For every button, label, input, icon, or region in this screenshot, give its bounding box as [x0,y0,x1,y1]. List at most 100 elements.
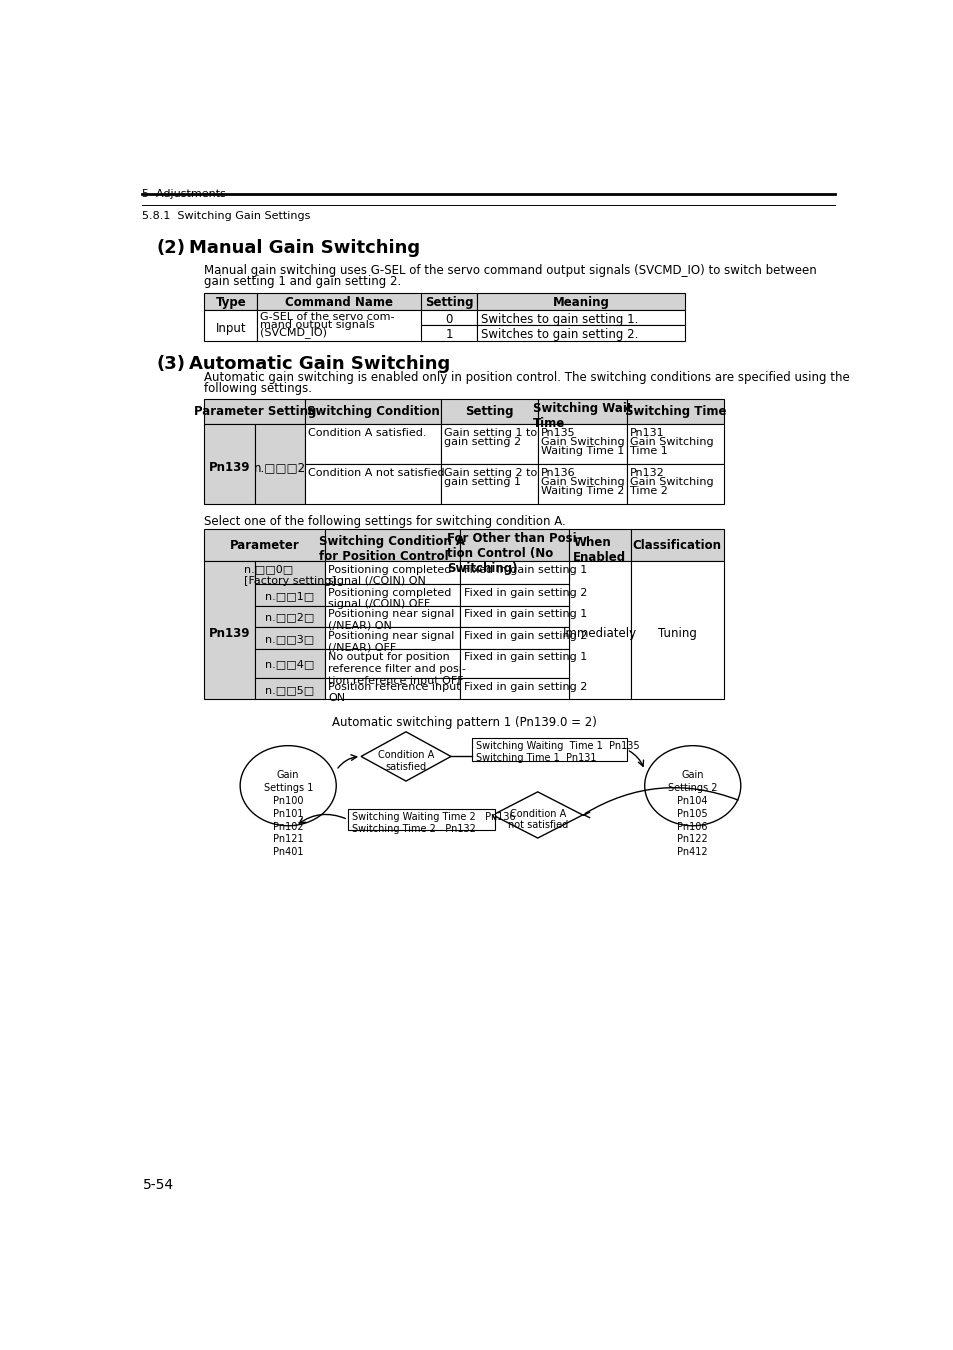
Bar [459,678,568,699]
Bar [476,325,684,340]
Bar [324,678,459,699]
Bar [305,464,440,504]
Text: (3): (3) [156,355,185,373]
Text: Pn135: Pn135 [540,428,575,437]
Text: Switching Waiting  Time 1  Pn135
Switching Time 1  Pn131: Switching Waiting Time 1 Pn135 Switching… [476,741,639,764]
Bar [257,310,421,340]
Text: Fixed in gain setting 2: Fixed in gain setting 2 [464,682,587,691]
Bar [626,464,723,504]
Text: Switches to gain setting 1.: Switches to gain setting 1. [480,313,638,325]
Text: Positioning completed
signal (/COIN) OFF: Positioning completed signal (/COIN) OFF [328,587,452,609]
Polygon shape [360,732,451,782]
Text: Input: Input [215,323,246,335]
Text: n.□□0□
[Factory setting]: n.□□0□ [Factory setting] [244,564,335,586]
Text: Select one of the following settings for switching condition A.: Select one of the following settings for… [204,514,566,528]
Bar [459,560,568,585]
Bar [630,560,723,699]
Bar [257,293,421,310]
Bar [537,464,626,504]
Text: Fixed in gain setting 2: Fixed in gain setting 2 [464,630,587,641]
Bar [254,424,305,504]
Text: Switching Wait
Time: Switching Wait Time [532,402,632,431]
Text: Gain Switching: Gain Switching [629,437,713,447]
Bar [204,560,254,699]
Bar [204,310,257,340]
Text: gain setting 2: gain setting 2 [443,437,520,447]
Text: Waiting Time 1: Waiting Time 1 [540,446,623,456]
Bar [324,560,459,585]
Text: Pn136: Pn136 [540,467,575,478]
Text: gain setting 1 and gain setting 2.: gain setting 1 and gain setting 2. [204,275,401,288]
Bar [459,606,568,628]
Text: (SVCMD_IO): (SVCMD_IO) [260,328,327,339]
Bar [568,528,630,560]
Text: Gain Switching: Gain Switching [540,437,624,447]
Bar [459,648,568,678]
Bar [254,628,324,648]
Bar [421,325,476,340]
Bar [476,310,684,325]
Bar [204,424,254,504]
Bar [254,678,324,699]
Text: 1: 1 [445,328,453,342]
Text: Positioning completed
signal (/COIN) ON: Positioning completed signal (/COIN) ON [328,564,452,586]
Text: Switching Condition: Switching Condition [306,405,439,418]
Text: Tuning: Tuning [658,628,696,640]
Text: Time 1: Time 1 [629,446,667,456]
Bar [459,628,568,648]
Bar [305,400,440,424]
Bar [204,528,324,560]
Text: n.□□3□: n.□□3□ [265,634,314,644]
Text: Parameter Setting: Parameter Setting [193,405,315,418]
Bar [440,400,537,424]
Text: G-SEL of the servo com-: G-SEL of the servo com- [260,312,395,323]
Bar [254,606,324,628]
Text: Automatic Gain Switching: Automatic Gain Switching [189,355,450,373]
Text: Manual gain switching uses G-SEL of the servo command output signals (SVCMD_IO) : Manual gain switching uses G-SEL of the … [204,263,817,277]
Text: Position reference input
ON: Position reference input ON [328,682,460,703]
Text: following settings.: following settings. [204,382,313,396]
Bar [324,585,459,606]
Text: Gain Switching: Gain Switching [629,477,713,487]
Text: (2): (2) [156,239,185,256]
Text: Meaning: Meaning [552,296,609,309]
Text: Pn139: Pn139 [209,460,251,474]
Text: 5.8.1  Switching Gain Settings: 5.8.1 Switching Gain Settings [142,211,311,220]
Bar [568,560,630,699]
Bar [476,293,684,310]
Ellipse shape [644,745,740,826]
Text: Time 2: Time 2 [629,486,667,497]
Text: Condition A
not satisfied: Condition A not satisfied [507,809,567,830]
Text: Condition A
satisfied: Condition A satisfied [377,751,434,772]
Text: Fixed in gain setting 1: Fixed in gain setting 1 [464,609,587,620]
Bar [537,424,626,464]
Text: Fixed in gain setting 1: Fixed in gain setting 1 [464,564,587,575]
Bar [440,464,537,504]
Bar [537,400,626,424]
Text: No output for position
reference filter and posi-
tion reference input OFF: No output for position reference filter … [328,652,466,686]
Text: Pn139: Pn139 [209,628,251,640]
Text: Waiting Time 2: Waiting Time 2 [540,486,623,497]
Text: n.□□5□: n.□□5□ [265,684,314,695]
Bar [324,628,459,648]
Text: Classification: Classification [632,539,721,552]
Text: Switching Time: Switching Time [624,405,725,418]
Bar [254,585,324,606]
Bar [626,400,723,424]
Bar [421,293,476,310]
Text: Parameter: Parameter [230,539,299,552]
Bar [254,648,324,678]
Text: 0: 0 [445,313,453,325]
Text: Gain setting 1 to: Gain setting 1 to [443,428,537,437]
Text: Gain Switching: Gain Switching [540,477,624,487]
Text: Gain setting 2 to: Gain setting 2 to [443,467,537,478]
Bar [348,809,495,830]
Polygon shape [493,792,582,838]
Text: Immediately: Immediately [562,628,637,640]
Bar [459,528,568,560]
Bar [254,560,324,585]
Text: n.□□4□: n.□□4□ [265,659,314,670]
Text: Type: Type [215,296,246,309]
Text: gain setting 1: gain setting 1 [443,477,520,487]
Text: Setting: Setting [425,296,473,309]
